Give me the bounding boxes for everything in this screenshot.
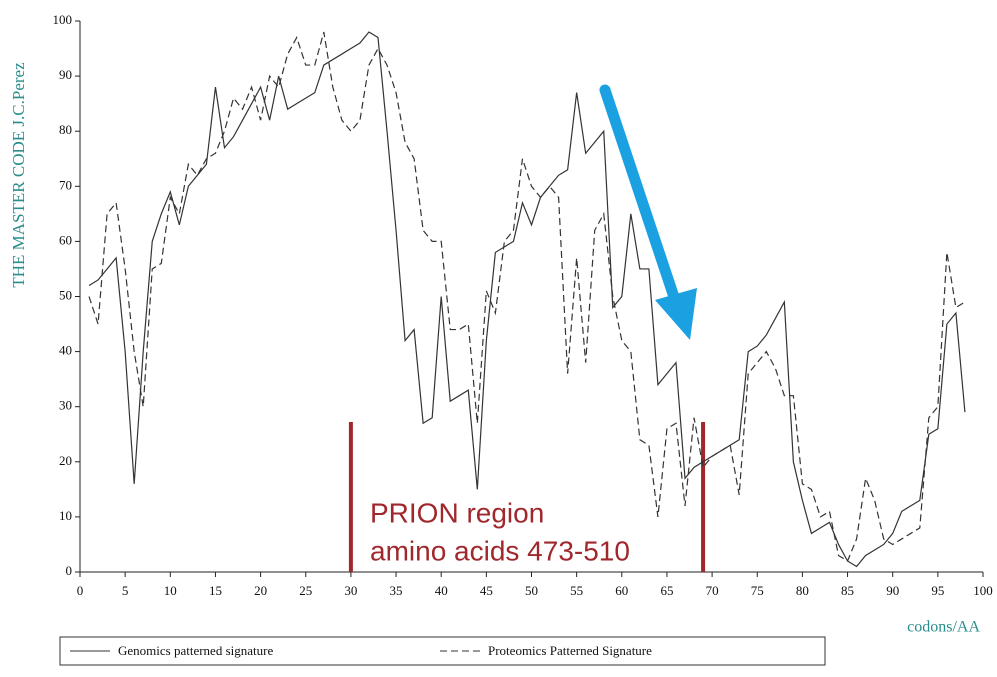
x-tick-label: 40 bbox=[435, 583, 448, 598]
y-tick-label: 50 bbox=[59, 287, 72, 302]
x-tick-label: 50 bbox=[525, 583, 538, 598]
y-tick-label: 80 bbox=[59, 122, 72, 137]
x-tick-label: 100 bbox=[973, 583, 993, 598]
legend-box bbox=[59, 636, 826, 666]
x-tick-label: 95 bbox=[931, 583, 944, 598]
x-tick-label: 90 bbox=[886, 583, 899, 598]
x-axis-label: codons/AA bbox=[907, 619, 980, 636]
x-tick-label: 65 bbox=[660, 583, 673, 598]
x-tick-label: 5 bbox=[122, 583, 129, 598]
x-tick-label: 45 bbox=[480, 583, 493, 598]
y-tick-label: 30 bbox=[59, 398, 72, 413]
y-tick-label: 90 bbox=[59, 67, 72, 82]
x-tick-label: 20 bbox=[254, 583, 267, 598]
x-tick-label: 30 bbox=[344, 583, 357, 598]
y-tick-label: 0 bbox=[66, 563, 73, 578]
x-tick-label: 60 bbox=[615, 583, 628, 598]
y-tick-label: 70 bbox=[59, 177, 72, 192]
y-tick-label: 10 bbox=[59, 508, 72, 523]
series-line bbox=[88, 31, 966, 562]
y-tick-label: 60 bbox=[59, 232, 72, 247]
annotation: PRION region bbox=[370, 497, 544, 528]
y-axis-label: THE MASTER CODE J.C.Perez bbox=[9, 62, 28, 288]
x-tick-label: 70 bbox=[706, 583, 719, 598]
x-tick-label: 10 bbox=[164, 583, 177, 598]
legend-label: Proteomics Patterned Signature bbox=[488, 643, 652, 658]
y-tick-label: 100 bbox=[53, 12, 73, 27]
legend-label: Genomics patterned signature bbox=[118, 643, 273, 658]
x-tick-label: 35 bbox=[390, 583, 403, 598]
y-tick-label: 40 bbox=[59, 343, 72, 358]
series-line bbox=[88, 31, 966, 568]
x-tick-label: 0 bbox=[77, 583, 84, 598]
annotation: amino acids 473-510 bbox=[370, 535, 630, 566]
y-tick-label: 20 bbox=[59, 453, 72, 468]
x-tick-label: 75 bbox=[751, 583, 764, 598]
x-tick-label: 55 bbox=[570, 583, 583, 598]
x-tick-label: 15 bbox=[209, 583, 222, 598]
x-tick-label: 80 bbox=[796, 583, 809, 598]
x-tick-label: 25 bbox=[299, 583, 312, 598]
x-tick-label: 85 bbox=[841, 583, 854, 598]
arrow bbox=[599, 84, 697, 340]
